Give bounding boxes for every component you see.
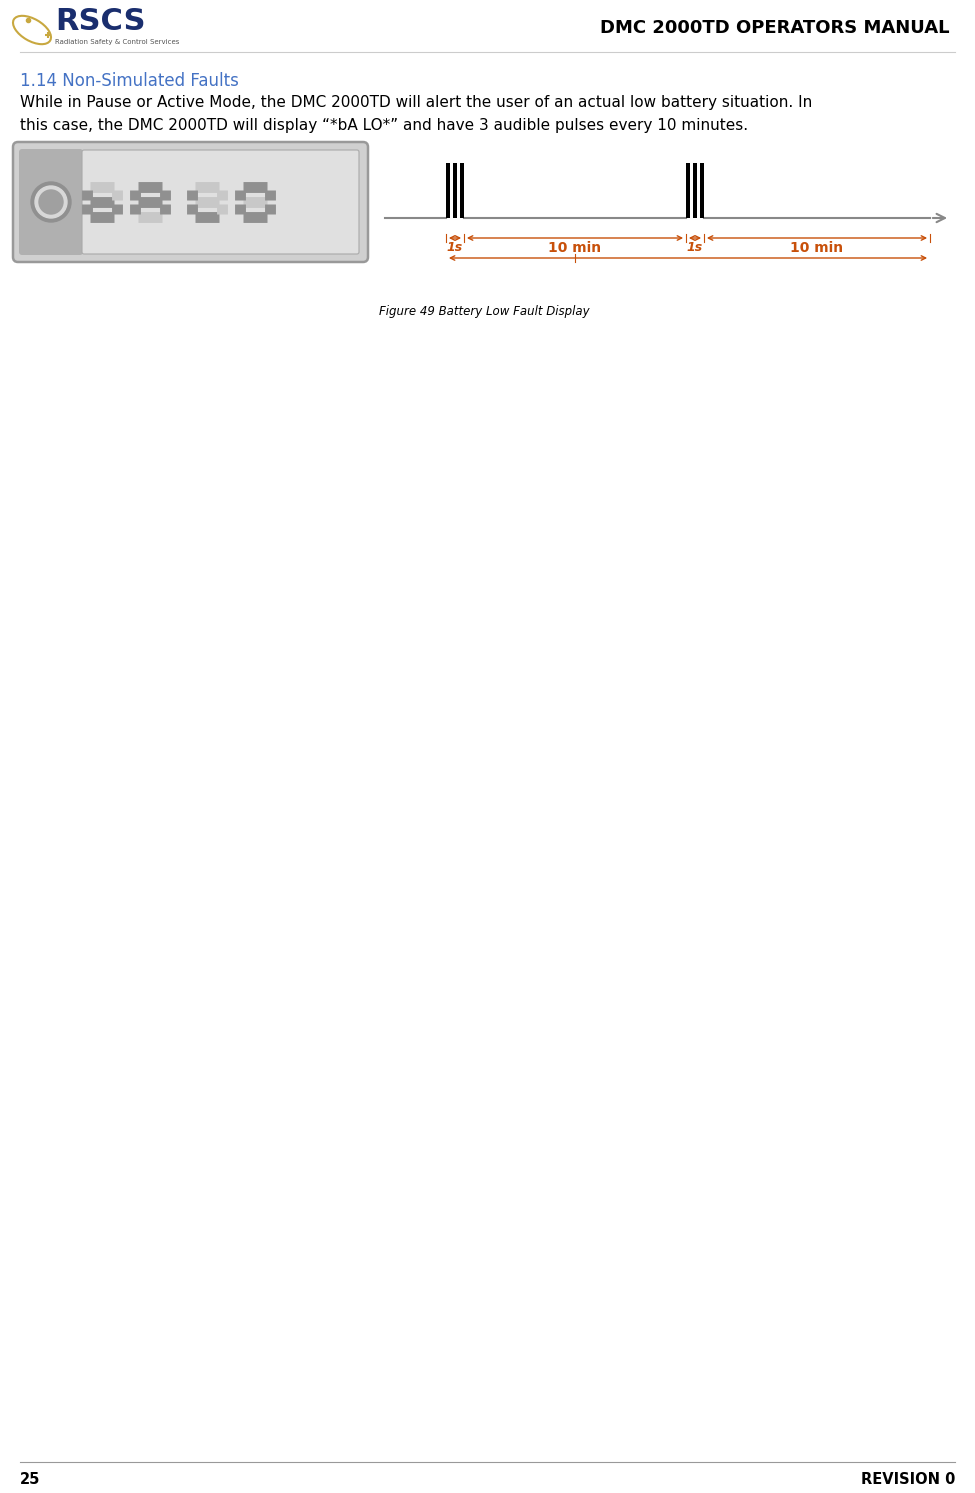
Text: 1s: 1s (447, 240, 463, 254)
Circle shape (35, 187, 67, 218)
Bar (446, 163, 450, 218)
Text: 1.14 Non-Simulated Faults: 1.14 Non-Simulated Faults (20, 72, 239, 90)
FancyBboxPatch shape (13, 142, 368, 261)
Bar (693, 163, 697, 218)
Text: 10 min: 10 min (548, 240, 602, 255)
Text: 25: 25 (20, 1472, 40, 1487)
Text: 10 min: 10 min (791, 240, 843, 255)
Bar (700, 163, 704, 218)
Circle shape (31, 182, 71, 222)
FancyBboxPatch shape (82, 149, 359, 254)
Text: DMC 2000TD OPERATORS MANUAL: DMC 2000TD OPERATORS MANUAL (601, 19, 950, 37)
Text: Figure 49 Battery Low Fault Display: Figure 49 Battery Low Fault Display (378, 305, 589, 318)
Text: While in Pause or Active Mode, the DMC 2000TD will alert the user of an actual l: While in Pause or Active Mode, the DMC 2… (20, 96, 812, 110)
Text: 1s: 1s (686, 240, 703, 254)
Bar (686, 163, 690, 218)
Bar (460, 163, 464, 218)
Text: Radiation Safety & Control Services: Radiation Safety & Control Services (55, 39, 179, 45)
Bar (453, 163, 457, 218)
FancyBboxPatch shape (19, 149, 83, 255)
Circle shape (39, 190, 63, 213)
Text: REVISION 0: REVISION 0 (861, 1472, 955, 1487)
Text: this case, the DMC 2000TD will display “*bA LO*” and have 3 audible pulses every: this case, the DMC 2000TD will display “… (20, 118, 748, 133)
Text: RSCS: RSCS (55, 7, 145, 36)
